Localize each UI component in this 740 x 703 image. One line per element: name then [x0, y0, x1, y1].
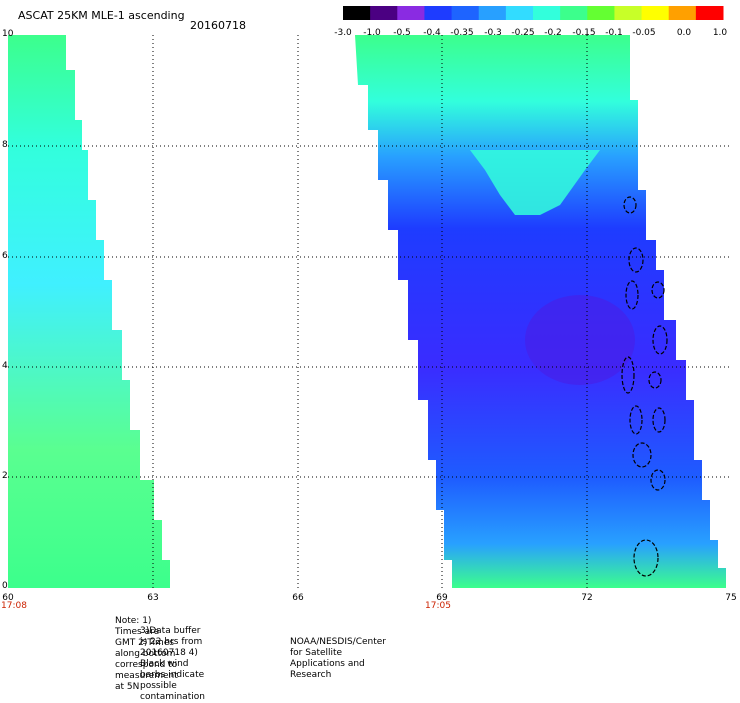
- low-value-region: [525, 295, 635, 385]
- map-title: ASCAT 25KM MLE-1 ascending: [18, 9, 185, 22]
- island-outline: [623, 196, 637, 214]
- island-outline: [651, 281, 665, 299]
- y-tick-label: 8: [2, 140, 8, 150]
- colorbar-segment: [370, 6, 398, 20]
- y-tick-label: 0: [2, 581, 8, 591]
- colorbar-segment: [533, 6, 561, 20]
- footer-line-2: 3)Data buffer is 22 hrs from 20160718 4)…: [140, 626, 205, 702]
- island-outline: [648, 371, 662, 389]
- y-tick-label: 6: [2, 251, 8, 261]
- island-outline: [621, 356, 635, 394]
- colorbar-label: -0.25: [511, 28, 535, 38]
- colorbar: [343, 6, 724, 20]
- map-date: 20160718: [190, 19, 246, 32]
- cyan-region: [470, 150, 600, 215]
- colorbar-label: -0.35: [450, 28, 474, 38]
- colorbar-label: -1.0: [363, 28, 381, 38]
- graticule: [8, 35, 731, 588]
- colorbar-segment: [668, 6, 697, 20]
- x-tick-label: 63: [147, 593, 159, 603]
- colorbar-segment: [695, 6, 724, 20]
- time-label: 17:05: [425, 601, 451, 611]
- colorbar-label: -0.5: [393, 28, 411, 38]
- island-outline: [650, 469, 666, 491]
- island-outline: [628, 247, 644, 273]
- colorbar-segment: [343, 6, 371, 20]
- island-outlines: [621, 196, 668, 577]
- x-tick-label: 72: [581, 593, 593, 603]
- colorbar-segment: [505, 6, 534, 20]
- colorbar-segment: [560, 6, 588, 20]
- island-outline: [633, 539, 659, 577]
- island-outline: [625, 280, 639, 310]
- x-tick-label: 60: [2, 593, 14, 603]
- x-tick-label: 75: [725, 593, 737, 603]
- y-tick-label: 2: [2, 471, 8, 481]
- colorbar-label: 1.0: [712, 28, 728, 38]
- colorbar-segment: [614, 6, 643, 20]
- colorbar-segment: [397, 6, 425, 20]
- colorbar-label: -0.2: [544, 28, 562, 38]
- footer-line-3: NOAA/NESDIS/Center for Satellite Applica…: [290, 637, 387, 680]
- island-outline: [652, 325, 668, 355]
- colorbar-label: -0.15: [572, 28, 596, 38]
- y-tick-label: 10: [2, 29, 14, 39]
- time-label: 17:08: [1, 601, 27, 611]
- colorbar-label: -0.4: [423, 28, 441, 38]
- colorbar-label: 0.0: [676, 28, 692, 38]
- island-outline: [629, 405, 643, 435]
- colorbar-segment: [451, 6, 480, 20]
- x-tick-label: 66: [292, 593, 304, 603]
- plot-area: [8, 6, 731, 588]
- x-tick-label: 69: [436, 593, 448, 603]
- colorbar-label: -0.05: [632, 28, 656, 38]
- colorbar-label: -0.1: [605, 28, 623, 38]
- left-swath: [8, 35, 170, 588]
- y-tick-label: 4: [2, 361, 8, 371]
- colorbar-segment: [587, 6, 615, 20]
- colorbar-segment: [478, 6, 507, 20]
- colorbar-label: -0.3: [484, 28, 502, 38]
- colorbar-segment: [424, 6, 453, 20]
- island-outline: [632, 442, 652, 468]
- colorbar-segment: [641, 6, 670, 20]
- island-outline: [652, 407, 666, 433]
- colorbar-label: -3.0: [334, 28, 352, 38]
